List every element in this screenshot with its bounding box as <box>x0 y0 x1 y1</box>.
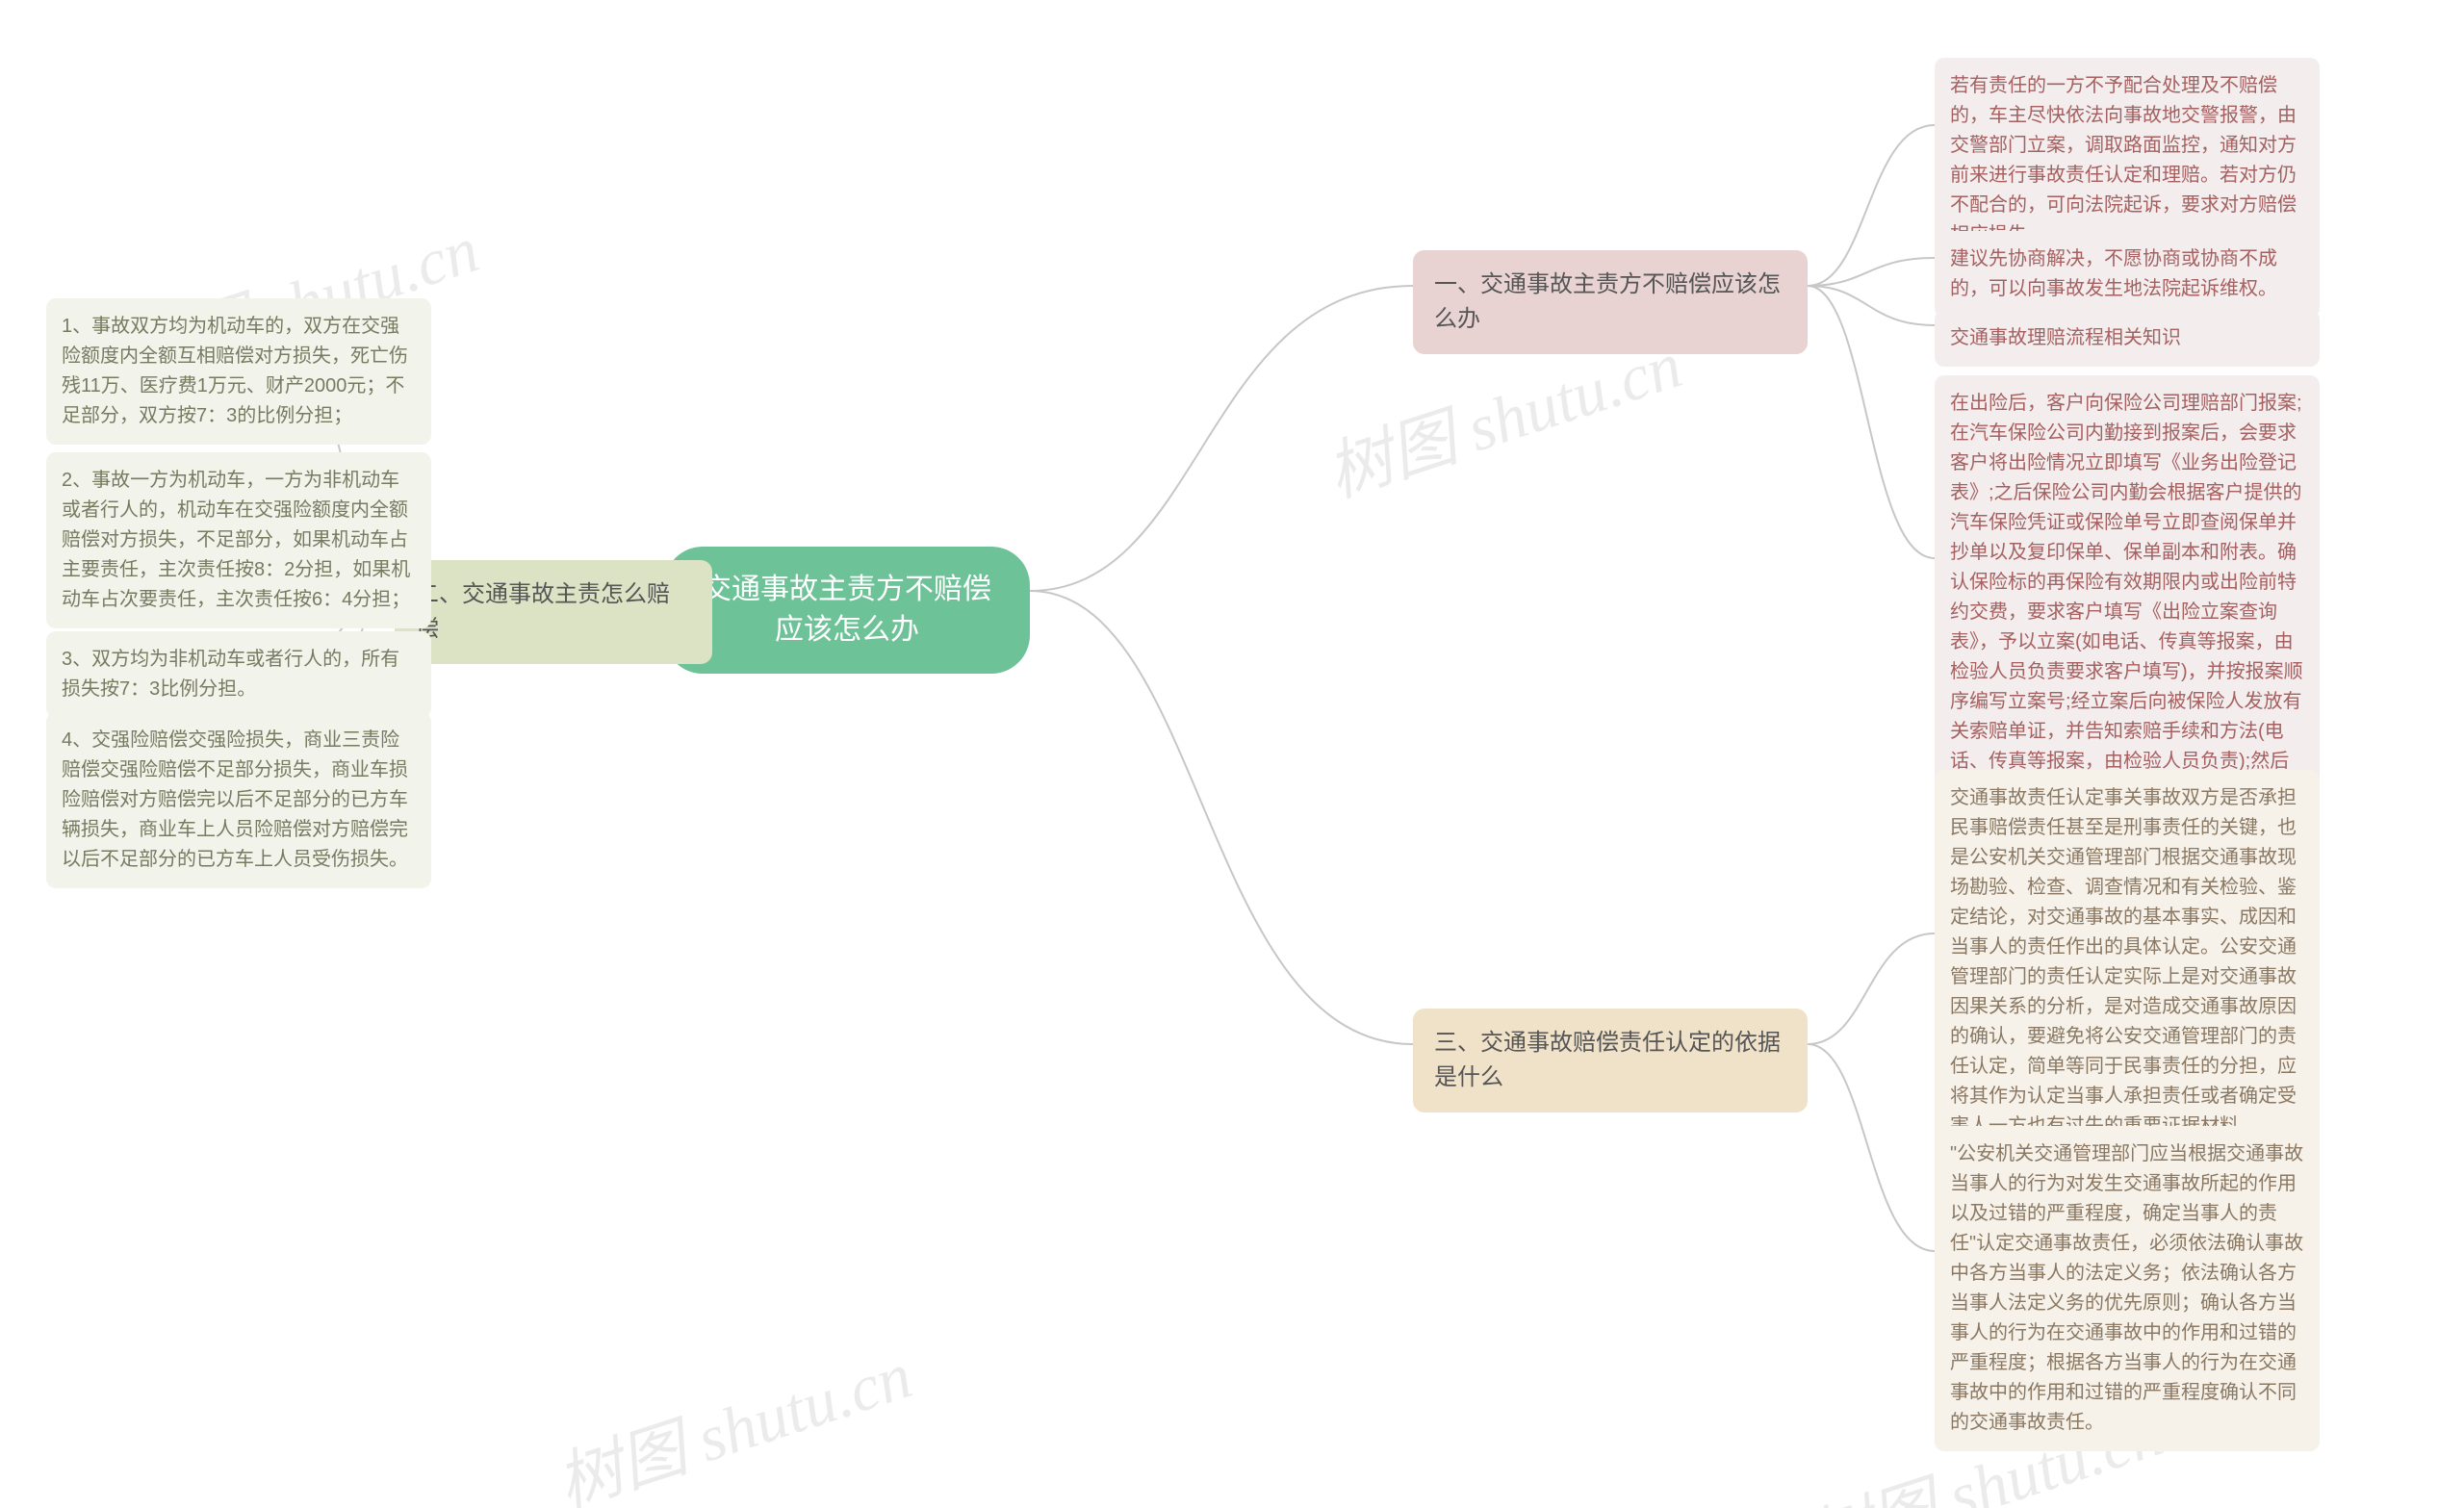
leaf-node: "公安机关交通管理部门应当根据交通事故当事人的行为对发生交通事故所起的作用以及过… <box>1935 1126 2320 1451</box>
branch-node-2: 二、交通事故主责怎么赔偿 <box>395 560 712 664</box>
leaf-node: 2、事故一方为机动车，一方为非机动车或者行人的，机动车在交强险额度内全额赔偿对方… <box>46 452 431 628</box>
leaf-node: 交通事故责任认定事关事故双方是否承担民事赔偿责任甚至是刑事责任的关键，也是公安机… <box>1935 770 2320 1155</box>
leaf-node: 4、交强险赔偿交强险损失，商业三责险赔偿交强险赔偿不足部分损失，商业车损险赔偿对… <box>46 712 431 888</box>
leaf-node: 建议先协商解决，不愿协商或协商不成的，可以向事故发生地法院起诉维权。 <box>1935 231 2320 318</box>
branch-node-1: 一、交通事故主责方不赔偿应该怎么办 <box>1413 250 1808 354</box>
branch-node-3: 三、交通事故赔偿责任认定的依据是什么 <box>1413 1009 1808 1112</box>
watermark: 树图 shutu.cn <box>543 1321 921 1508</box>
leaf-node: 3、双方均为非机动车或者行人的，所有损失按7：3比例分担。 <box>46 631 431 718</box>
center-node: 交通事故主责方不赔偿应该怎么办 <box>664 547 1030 674</box>
leaf-node: 交通事故理赔流程相关知识 <box>1935 310 2320 367</box>
leaf-node: 1、事故双方均为机动车的，双方在交强险额度内全额互相赔偿对方损失，死亡伤残11万… <box>46 298 431 445</box>
